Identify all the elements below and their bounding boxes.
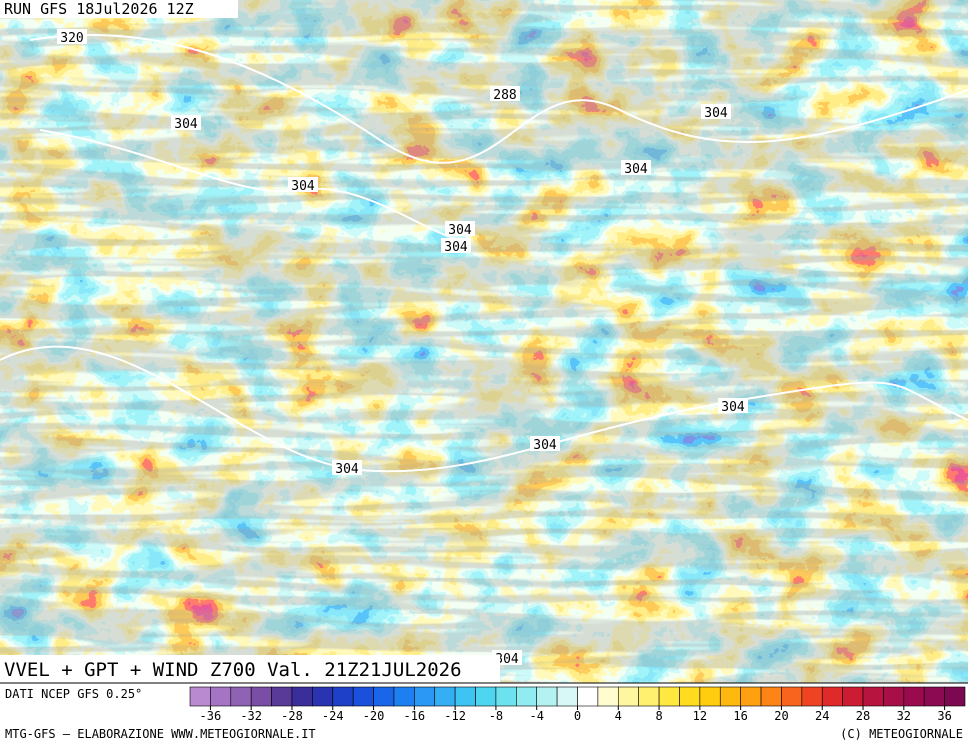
- legend-swatch: [373, 686, 395, 707]
- legend-swatch: [597, 686, 619, 707]
- contour-label: 304: [721, 400, 745, 415]
- legend-swatch: [312, 686, 334, 707]
- legend-swatch: [556, 686, 578, 707]
- legend-tick-label: 8: [655, 709, 662, 723]
- legend-swatch: [291, 686, 313, 707]
- legend-tick-label: 0: [574, 709, 581, 723]
- legend-swatch: [617, 686, 639, 707]
- contour-label-bg: [621, 160, 651, 175]
- legend-tick-label: 24: [815, 709, 829, 723]
- footer-right: (C) METEOGIORNALE: [840, 727, 963, 741]
- legend-swatch: [903, 686, 925, 707]
- legend-swatch: [332, 686, 354, 707]
- legend-tick-label: 20: [774, 709, 788, 723]
- legend-swatch: [536, 686, 558, 707]
- contour-label: 304: [533, 438, 557, 453]
- legend-tick-label: 32: [897, 709, 911, 723]
- legend-swatch: [862, 686, 884, 707]
- legend-swatch: [842, 686, 864, 707]
- header-box: [0, 0, 238, 18]
- legend-swatch: [719, 686, 741, 707]
- contour-label: 304: [495, 652, 519, 667]
- footer-left: MTG-GFS — ELABORAZIONE WWW.METEOGIORNALE…: [5, 727, 316, 741]
- contour-label-bg: [441, 238, 471, 253]
- legend-tick-label: 16: [733, 709, 747, 723]
- legend-swatch: [740, 686, 762, 707]
- legend-swatch: [271, 686, 293, 707]
- legend-tick-label: -20: [363, 709, 385, 723]
- contour-label: 304: [291, 179, 315, 194]
- legend-swatch: [801, 686, 823, 707]
- legend-swatch: [699, 686, 721, 707]
- legend-tick-label: -24: [322, 709, 344, 723]
- legend-swatch: [944, 686, 966, 707]
- contour-label-bg: [332, 460, 362, 475]
- legend-swatch: [658, 686, 680, 707]
- contour-label: 304: [335, 462, 359, 477]
- legend-tick-label: -32: [240, 709, 262, 723]
- legend-swatch: [393, 686, 415, 707]
- legend-tick-label: 28: [856, 709, 870, 723]
- legend-swatch: [250, 686, 272, 707]
- title-box: [0, 655, 500, 683]
- legend-swatch: [210, 686, 232, 707]
- legend-swatch: [454, 686, 476, 707]
- legend-swatch: [434, 686, 456, 707]
- wind-streamlines: [0, 0, 968, 683]
- legend-swatch: [577, 686, 599, 707]
- map-title: VVEL + GPT + WIND Z700 Val. 21Z21JUL2026: [4, 659, 462, 681]
- contour-label-bg: [490, 86, 520, 101]
- contour-label: 304: [444, 240, 468, 255]
- legend-swatch: [189, 686, 211, 707]
- contour-label-bg: [57, 29, 87, 44]
- legend-swatch: [352, 686, 374, 707]
- legend-swatch: [923, 686, 945, 707]
- legend-swatch: [679, 686, 701, 707]
- legend-swatch: [495, 686, 517, 707]
- legend-tick-label: -28: [281, 709, 303, 723]
- contour-label-bg: [718, 398, 748, 413]
- contour-label: 304: [624, 162, 648, 177]
- legend-tick-label: 12: [693, 709, 707, 723]
- legend-swatch: [230, 686, 252, 707]
- contour-label: 304: [174, 117, 198, 132]
- legend-swatch: [781, 686, 803, 707]
- legend-tick-label: -8: [489, 709, 503, 723]
- run-label: RUN GFS 18Jul2026 12Z: [4, 0, 194, 18]
- legend-swatch: [760, 686, 782, 707]
- legend-tick-label: -12: [444, 709, 466, 723]
- contour-label-bg: [701, 104, 731, 119]
- legend-swatch: [516, 686, 538, 707]
- legend-tick-label: 36: [937, 709, 951, 723]
- legend-tick-label: -36: [200, 709, 222, 723]
- contour-label: 304: [448, 223, 472, 238]
- legend-swatch: [638, 686, 660, 707]
- contour-label-bg: [530, 436, 560, 451]
- contour-label-bg: [445, 221, 475, 236]
- contour-label-bg: [171, 115, 201, 130]
- legend-swatch: [414, 686, 436, 707]
- contour-label: 288: [493, 88, 516, 103]
- legend-swatch: [883, 686, 905, 707]
- legend-tick-label: -4: [529, 709, 543, 723]
- contour-label-bg: [288, 177, 318, 192]
- contour-label: 304: [704, 106, 728, 121]
- legend-swatch: [475, 686, 497, 707]
- legend-tick-label: 4: [615, 709, 622, 723]
- contour-label: 320: [60, 31, 83, 46]
- legend-swatch: [821, 686, 843, 707]
- data-source: DATI NCEP GFS 0.25°: [5, 687, 142, 701]
- legend-tick-label: -16: [403, 709, 425, 723]
